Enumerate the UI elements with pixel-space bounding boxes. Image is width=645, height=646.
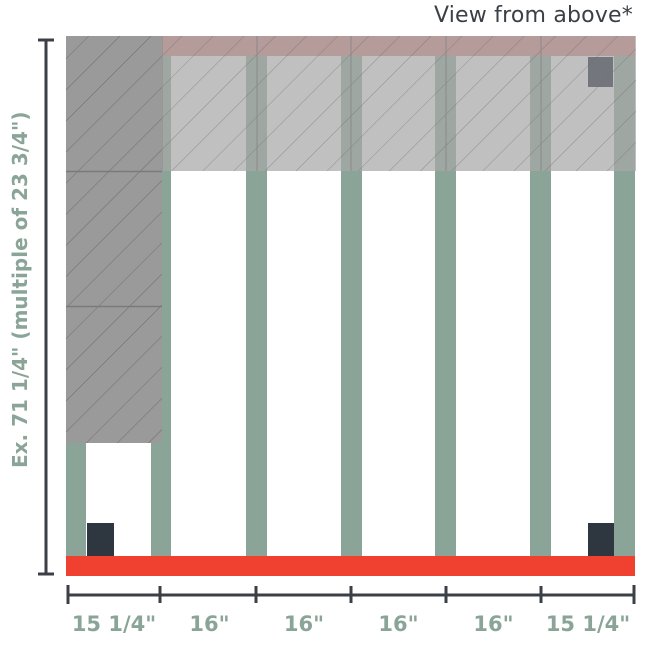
spacing-label-3: 16" [283,612,325,636]
spacing-label-5: 16" [473,612,514,636]
spacing-label-2: 16" [189,612,230,636]
horizontal-dimension-line [66,585,636,604]
outlet-box [588,57,613,87]
vertical-dimension-line [38,38,54,576]
height-dimension-label: Ex. 71 1/4" (multiple of 23 3/4") [8,111,32,468]
blocking-right [588,523,614,556]
tile-column-left [66,36,162,443]
spacing-label-4: 16" [378,612,419,636]
bottom-plate [66,556,635,576]
spacing-label-6: 15 1/4" [545,612,631,636]
spacing-label-1: 15 1/4" [71,612,157,636]
view-title: View from above* [433,3,633,28]
tile-row-top [161,36,636,171]
blocking-left [87,523,114,556]
